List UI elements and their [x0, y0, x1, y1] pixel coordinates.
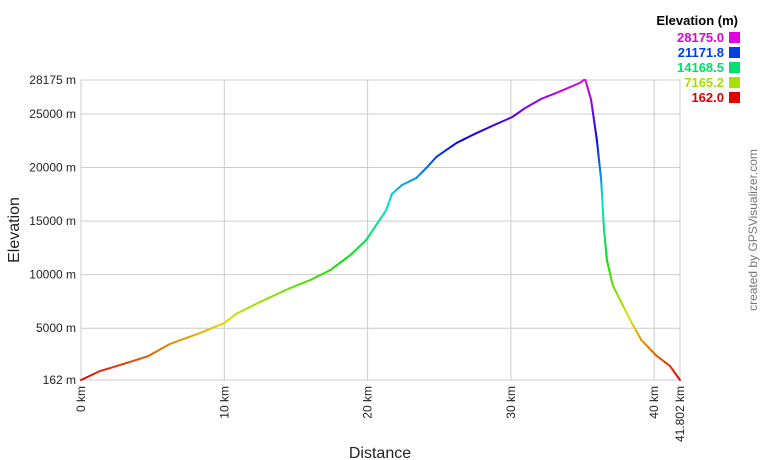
line-segment: [400, 180, 411, 187]
line-segment: [503, 116, 514, 122]
grid: [80, 79, 681, 381]
line-segment: [207, 325, 218, 331]
line-segment: [289, 284, 298, 290]
line-segment: [138, 355, 150, 361]
line-segment: [198, 328, 210, 335]
line-segment: [253, 300, 262, 306]
line-segment: [240, 307, 249, 313]
line-segment: [524, 104, 532, 110]
line-segment: [462, 135, 471, 141]
line-segment: [281, 287, 292, 293]
line-segment: [654, 353, 662, 360]
line-segment: [154, 347, 164, 354]
x-axis-title: Distance: [349, 445, 411, 460]
x-tick-label: 0 km: [74, 386, 88, 412]
line-segment: [234, 310, 243, 316]
legend-swatch: [729, 32, 740, 43]
y-axis-ticks: 162 m 5000 m 10000 m 15000 m 20000 m 25000 m 2…: [29, 73, 76, 387]
elevation-line: [80, 79, 681, 381]
line-segment: [161, 343, 171, 350]
line-segment: [92, 370, 102, 376]
line-segment: [246, 303, 256, 310]
y-tick-label: 20000 m: [29, 161, 76, 175]
line-segment: [188, 332, 201, 338]
x-tick-label: 30 km: [504, 386, 518, 419]
legend-swatch: [729, 92, 740, 103]
x-tick-label: 10 km: [217, 386, 231, 419]
x-axis-ticks: 0 km 10 km 20 km 30 km 40 km 41.802 km: [74, 386, 687, 442]
line-segment: [495, 119, 506, 125]
line-segment: [99, 367, 111, 373]
y-tick-label: 162 m: [43, 373, 76, 387]
legend-label: 162.0: [691, 90, 724, 105]
line-segment: [178, 335, 191, 342]
line-segment: [108, 364, 121, 370]
legend-title: Elevation (m): [656, 13, 738, 28]
line-segment: [408, 177, 418, 183]
line-segment: [295, 281, 305, 287]
x-tick-label: 20 km: [361, 386, 375, 419]
line-segment: [334, 261, 342, 268]
line-segment: [560, 87, 569, 92]
line-segment: [676, 375, 681, 381]
line-segment: [488, 122, 498, 128]
legend-swatch: [729, 77, 740, 88]
legend: Elevation (m) 28175.021171.814168.57165.…: [656, 13, 740, 105]
line-segment: [534, 98, 542, 104]
line-segment: [529, 101, 537, 107]
line-segment: [80, 376, 89, 381]
line-segment: [482, 125, 491, 132]
line-segment: [566, 84, 575, 90]
line-segment: [118, 361, 131, 367]
legend-label: 14168.5: [677, 60, 724, 75]
legend-label: 7165.2: [684, 75, 724, 90]
y-tick-label: 25000 m: [29, 107, 76, 121]
line-segment: [259, 297, 269, 303]
line-segment: [329, 265, 337, 272]
line-segment: [215, 322, 226, 328]
line-segment: [659, 357, 667, 364]
x-tick-label: 40 km: [647, 386, 661, 419]
y-tick-label: 5000 m: [36, 321, 76, 335]
line-segment: [455, 138, 465, 145]
line-segment: [309, 275, 318, 281]
line-segment: [339, 257, 347, 264]
x-tick-label: 41.802 km: [673, 386, 687, 442]
line-segment: [86, 373, 95, 379]
line-segment: [475, 129, 485, 135]
line-segment: [553, 89, 563, 95]
line-segment: [468, 132, 478, 138]
line-segment: [266, 293, 277, 300]
y-tick-label: 15000 m: [29, 214, 76, 228]
line-segment: [664, 361, 671, 367]
legend-label: 21171.8: [678, 45, 724, 60]
line-segment: [128, 358, 141, 364]
line-segment: [440, 148, 448, 155]
line-segment: [539, 95, 549, 101]
legend-swatch: [729, 62, 740, 73]
line-segment: [546, 92, 556, 98]
line-segment: [302, 278, 312, 284]
legend-label: 28175.0: [677, 30, 724, 45]
line-segment: [322, 269, 332, 275]
line-segment: [572, 81, 581, 87]
line-segment: [147, 351, 157, 358]
line-segment: [315, 272, 325, 278]
line-segment: [435, 152, 443, 158]
credit-text: created by GPSVisualizer.com: [746, 149, 760, 311]
y-tick-label: 10000 m: [29, 268, 76, 282]
y-axis-title: Elevation: [6, 197, 23, 263]
line-segment: [274, 290, 284, 296]
y-tick-label: 28175 m: [29, 73, 76, 87]
line-segment: [344, 254, 352, 260]
line-segment: [450, 142, 458, 148]
line-segment: [168, 339, 181, 346]
line-segment: [445, 145, 453, 151]
legend-swatch: [729, 47, 740, 58]
